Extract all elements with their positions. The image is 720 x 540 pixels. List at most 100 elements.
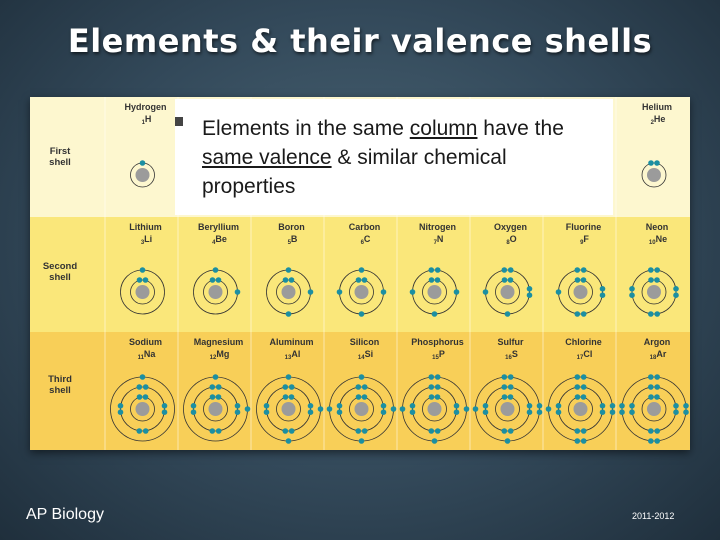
element-symbol: 7N xyxy=(434,234,444,246)
electron xyxy=(648,394,654,400)
electron xyxy=(326,406,333,412)
symbol: Cl xyxy=(583,349,592,359)
electron xyxy=(629,286,635,292)
electron xyxy=(507,394,514,400)
atomic-number: 1 xyxy=(142,120,146,126)
element-symbol: 12Mg xyxy=(210,349,230,361)
electron xyxy=(648,267,654,273)
electron xyxy=(434,374,441,380)
element-argon: Argon 18Ar xyxy=(619,337,689,444)
electron xyxy=(526,292,533,298)
electron xyxy=(507,384,514,390)
element-phosphorus: Phosphorus 15P xyxy=(399,337,470,444)
nucleus xyxy=(208,402,223,416)
bullet-part: have the xyxy=(477,117,564,140)
electron xyxy=(580,374,587,380)
electron xyxy=(358,374,365,380)
electron xyxy=(139,374,146,380)
electron xyxy=(482,289,489,295)
electron xyxy=(234,403,241,409)
symbol: N xyxy=(437,234,444,244)
electron-shell xyxy=(266,386,311,432)
electron xyxy=(428,428,435,434)
electron xyxy=(555,403,562,409)
element-sodium: Sodium 11Na xyxy=(110,337,175,442)
electron xyxy=(580,428,587,434)
atomic-number: 17 xyxy=(577,355,584,361)
electron xyxy=(282,277,289,283)
electron-shell xyxy=(130,396,155,422)
element-symbol: 5B xyxy=(288,234,298,246)
element-carbon: Carbon 6C xyxy=(336,222,387,317)
electron xyxy=(609,409,616,416)
electron xyxy=(282,394,289,400)
electron-shell xyxy=(558,386,603,432)
electron xyxy=(434,384,441,390)
electron xyxy=(574,438,581,444)
symbol: O xyxy=(510,234,517,244)
element-lithium: Lithium 3Li xyxy=(120,222,165,315)
electron xyxy=(501,374,508,380)
electron xyxy=(555,409,562,416)
electron xyxy=(507,277,514,283)
electron xyxy=(282,384,289,390)
electron xyxy=(504,438,511,444)
element-nitrogen: Nitrogen 7N xyxy=(409,222,460,317)
element-symbol: 13Al xyxy=(285,349,301,361)
electron xyxy=(507,374,514,380)
shell-label: Third xyxy=(48,374,72,385)
bullet-part: Elements in the same xyxy=(202,117,410,140)
element-name: Lithium xyxy=(129,222,162,232)
electron xyxy=(285,438,292,444)
shell-label: shell xyxy=(49,385,71,396)
nucleus xyxy=(647,168,661,182)
electron xyxy=(673,409,679,416)
electron xyxy=(504,311,511,317)
electron xyxy=(212,374,219,380)
electron xyxy=(526,409,533,416)
footer-course: AP Biology xyxy=(26,506,104,523)
atomic-number: 10 xyxy=(649,240,656,246)
electron xyxy=(358,267,365,273)
symbol: C xyxy=(364,234,371,244)
element-name: Beryllium xyxy=(198,222,239,232)
electron xyxy=(580,384,587,390)
electron-shell xyxy=(276,279,301,305)
nucleus xyxy=(135,285,150,299)
electron xyxy=(434,428,441,434)
symbol: F xyxy=(583,234,589,244)
electron-shell xyxy=(641,279,667,305)
element-beryllium: Beryllium 4Be xyxy=(193,222,241,315)
electron xyxy=(361,394,368,400)
electron-shell xyxy=(495,396,520,422)
electron xyxy=(142,384,149,390)
electron-shell xyxy=(349,396,374,422)
electron xyxy=(648,384,654,390)
electron xyxy=(629,292,635,298)
atomic-number: 15 xyxy=(432,355,439,361)
electron xyxy=(215,394,222,400)
element-name: Helium xyxy=(642,102,672,112)
electron xyxy=(209,277,216,283)
electron xyxy=(358,311,365,317)
atomic-number: 18 xyxy=(650,355,657,361)
shell-label: shell xyxy=(49,272,71,283)
element-name: Sulfur xyxy=(498,337,524,347)
electron xyxy=(609,403,616,409)
nucleus xyxy=(573,402,588,416)
element-name: Aluminum xyxy=(270,337,314,347)
symbol: B xyxy=(291,234,298,244)
element-name: Fluorine xyxy=(566,222,602,232)
slide-title: Elements & their valence shells xyxy=(67,22,653,60)
element-name: Neon xyxy=(646,222,669,232)
electron xyxy=(536,409,543,416)
electron xyxy=(654,277,660,283)
electron xyxy=(574,394,581,400)
electron xyxy=(136,428,143,434)
atomic-number: 4 xyxy=(212,240,216,246)
electron xyxy=(574,267,581,273)
electron xyxy=(336,409,343,416)
electron xyxy=(336,289,343,295)
symbol: Na xyxy=(144,349,156,359)
element-hydrogen: Hydrogen 1H xyxy=(124,102,167,188)
